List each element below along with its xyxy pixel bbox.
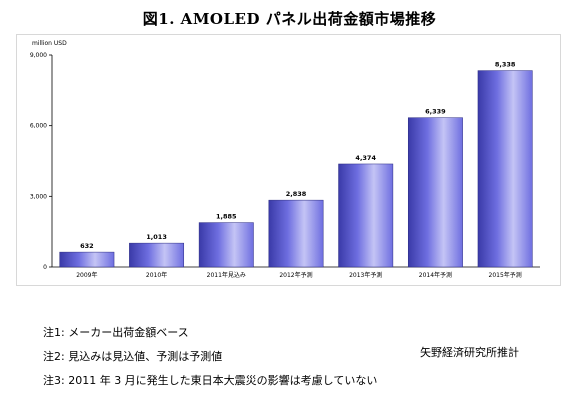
bar [407, 117, 463, 268]
y-tick-label: 0 [43, 264, 47, 271]
x-tick-label: 2014年予測 [419, 271, 452, 279]
bar [198, 222, 254, 268]
bar-value-label: 1,885 [216, 213, 237, 221]
note-1: 注1: メーカー出荷金額ベース [43, 326, 189, 339]
bar [59, 251, 115, 268]
x-tick-label: 2011年見込み [207, 271, 246, 279]
source-label: 矢野経済研究所推計 [420, 346, 519, 359]
y-axis-unit-label: million USD [32, 40, 67, 47]
bar-value-label: 632 [80, 242, 94, 250]
y-tick-label: 6,000 [30, 123, 47, 130]
bar [129, 242, 185, 268]
chart-frame [16, 34, 561, 286]
bar-value-label: 4,374 [355, 154, 376, 162]
bar-value-label: 1,013 [146, 233, 167, 241]
bar-value-label: 2,838 [286, 190, 307, 198]
x-tick-label: 2010年 [146, 271, 167, 279]
bar-value-label: 8,338 [495, 61, 516, 69]
bar [338, 163, 394, 268]
x-tick-label: 2015年予測 [489, 271, 522, 279]
y-tick-label: 3,000 [30, 193, 47, 200]
note-3: 注3: 2011 年 3 月に発生した東日本大震災の影響は考慮していない [43, 374, 378, 387]
x-tick-label: 2012年予測 [279, 271, 312, 279]
bar [477, 70, 533, 268]
bar [268, 199, 324, 268]
y-tick-label: 9,000 [30, 52, 47, 59]
bar-value-label: 6,339 [425, 108, 446, 116]
chart-title: 図1. AMOLED パネル出荷金額市場推移 [142, 10, 437, 28]
note-2: 注2: 見込みは見込値、予測は予測値 [43, 350, 223, 363]
x-tick-label: 2013年予測 [349, 271, 382, 279]
x-tick-label: 2009年 [76, 271, 97, 279]
